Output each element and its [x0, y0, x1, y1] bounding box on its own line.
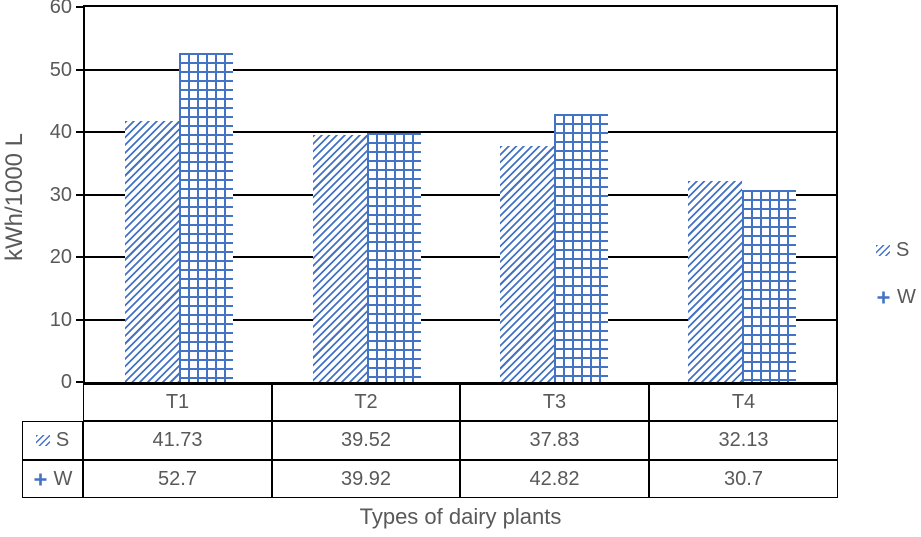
- y-tick-mark: [76, 68, 83, 71]
- table-row-label-w: W: [22, 460, 83, 498]
- legend-label: S: [896, 239, 910, 261]
- gridline: [85, 68, 836, 71]
- legend-item-s: S: [876, 239, 909, 262]
- y-tick-mark: [76, 256, 83, 258]
- data-table: T1 T2 T3 T4 S 41.73 39.52 37.83 32.13 W 52.7 39.92 4…: [22, 384, 838, 498]
- y-tick-mark: [76, 381, 83, 383]
- y-tick-mark: [76, 318, 83, 321]
- table-header-t2: T2: [272, 384, 460, 421]
- w-series-plus-icon: [34, 473, 47, 485]
- y-tick-label: 10: [49, 308, 72, 331]
- table-value-w-t2: 39.92: [272, 460, 460, 498]
- table-row-label-s: S: [22, 421, 83, 460]
- y-tick-label: 30: [49, 183, 72, 206]
- bar-w-t4: [742, 190, 797, 382]
- bar-s-t4: [688, 181, 743, 382]
- y-tick-mark: [76, 131, 83, 133]
- y-tick-label: 60: [49, 0, 72, 18]
- table-value-s-t3: 37.83: [460, 421, 649, 460]
- table-value-s-t4: 32.13: [649, 421, 838, 460]
- y-tick-mark: [76, 193, 83, 196]
- gridline: [85, 256, 836, 258]
- y-tick-label: 0: [60, 371, 72, 393]
- y-tick-label: 20: [49, 246, 72, 268]
- x-axis-title: Types of dairy plants: [359, 504, 562, 529]
- table-value-s-t1: 41.73: [83, 421, 272, 460]
- s-series-hatch-swatch-icon: [876, 245, 890, 256]
- bar-s-t2: [312, 135, 367, 382]
- plot-area: [83, 5, 838, 384]
- table-value-s-t2: 39.52: [272, 421, 460, 460]
- y-tick-mark: [76, 6, 83, 8]
- table-value-w-t1: 52.7: [83, 460, 272, 498]
- bar-w-t1: [178, 52, 233, 382]
- table-value-w-t4: 30.7: [649, 460, 838, 498]
- table-header-t3: T3: [460, 384, 649, 421]
- table-header-t4: T4: [649, 384, 838, 421]
- w-series-plus-icon: [877, 291, 890, 304]
- series-label: W: [53, 467, 73, 490]
- bar-s-t1: [124, 121, 179, 382]
- legend-label: W: [897, 286, 916, 308]
- gridline: [85, 131, 836, 133]
- table-value-w-t3: 42.82: [460, 460, 649, 498]
- s-series-hatch-swatch-icon: [35, 435, 50, 446]
- gridline: [85, 193, 836, 196]
- legend-item-w: W: [876, 286, 916, 309]
- bar-w-t2: [366, 132, 421, 382]
- y-tick-label: 40: [49, 121, 72, 143]
- gridline: [85, 318, 836, 321]
- table-header-t1: T1: [83, 384, 272, 421]
- bar-s-t3: [500, 145, 555, 382]
- y-tick-label: 50: [49, 58, 72, 81]
- series-label: S: [55, 429, 70, 451]
- bar-w-t3: [554, 114, 609, 382]
